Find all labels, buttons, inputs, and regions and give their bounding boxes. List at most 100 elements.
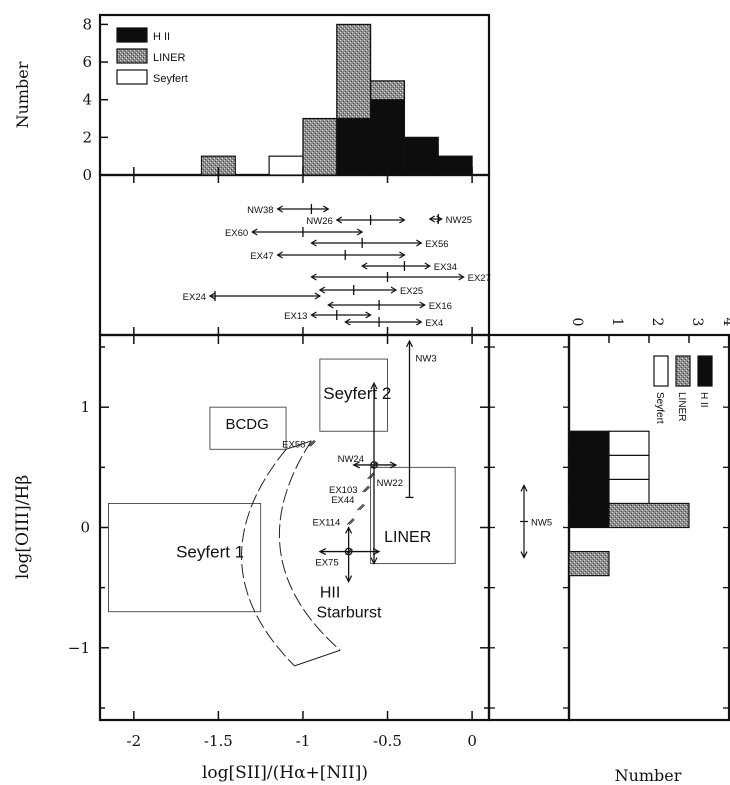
top-bar-h-ii-4 xyxy=(336,117,372,176)
starburst-band-inner xyxy=(278,440,341,651)
region-label-liner: LINER xyxy=(384,529,431,546)
range-arrow-right xyxy=(356,228,364,236)
right-legend-label: Seyfert xyxy=(654,392,665,424)
point-label-ex75: EX75 xyxy=(315,558,338,569)
range-arrow-left xyxy=(276,251,283,259)
range-arrow-left xyxy=(318,286,326,294)
right-legend-swatch xyxy=(675,355,691,387)
range-arrow-right xyxy=(314,292,322,300)
top-ytick-label: 6 xyxy=(82,53,92,71)
top-ytick-label: 4 xyxy=(82,91,92,109)
range-arrow-left xyxy=(310,239,317,247)
top-bar-liner-5 xyxy=(370,80,406,101)
right-xtick-label: 1 xyxy=(609,318,625,327)
error-bar-arrow xyxy=(352,461,360,469)
point-label-ex103: EX103 xyxy=(329,485,358,496)
starburst-band-cap xyxy=(285,440,312,450)
point-marker-ex103 xyxy=(362,485,370,493)
error-bar-arrow xyxy=(372,548,381,556)
top-ytick-label: 8 xyxy=(82,15,92,33)
range-arrow-right xyxy=(390,286,398,294)
error-bar-arrow xyxy=(370,381,378,390)
error-bar-arrow xyxy=(345,526,353,534)
range-arrow-left xyxy=(327,301,334,309)
range-arrow-left xyxy=(360,262,368,270)
region-label-seyfert-2: Seyfert 2 xyxy=(323,384,391,403)
starburst-band-outer xyxy=(241,448,295,667)
range-label-ex60: EX60 xyxy=(225,228,248,239)
band-label-hii: HII xyxy=(320,584,340,601)
top-legend-label: LINER xyxy=(153,52,185,64)
range-arrow-left xyxy=(344,318,351,326)
right-bar-h-ii-3 xyxy=(568,478,610,505)
range-arrow-right xyxy=(399,216,406,224)
top-bar-h-ii-7 xyxy=(437,155,473,176)
right-bar-h-ii-5 xyxy=(568,430,610,456)
right-legend-swatch xyxy=(697,355,713,387)
range-arrow-down xyxy=(520,551,528,559)
range-label-ex56: EX56 xyxy=(425,239,448,250)
error-bar-arrow xyxy=(345,575,353,583)
right-xtick-label: 3 xyxy=(689,318,705,327)
point-marker-ex44 xyxy=(357,503,365,511)
range-label-ex13: EX13 xyxy=(284,311,307,322)
main-ytick-label: 1 xyxy=(80,398,90,416)
right-xtick-label: 0 xyxy=(569,318,585,327)
range-arrow-left xyxy=(335,216,343,224)
top-bar-seyfert-2 xyxy=(268,155,304,176)
point-label-ex58: EX58 xyxy=(282,439,305,450)
right-bar-h-ii-2 xyxy=(568,502,610,529)
point-marker-ex114 xyxy=(346,518,355,525)
main-xtick-label: -0.5 xyxy=(373,732,402,750)
range-arrow-left xyxy=(276,205,283,213)
right-xtick-label: 2 xyxy=(649,318,665,327)
region-label-bcdg: BCDG xyxy=(225,416,268,433)
region-box-bcdg xyxy=(209,406,287,450)
range-label-nw5: NW5 xyxy=(531,517,552,528)
range-label-ex25: EX25 xyxy=(400,286,423,297)
range-arrow-left xyxy=(310,311,317,319)
range-arrow-right xyxy=(365,311,372,319)
main-ytick-label: 0 xyxy=(80,519,90,537)
right-legend-label: LINER xyxy=(676,392,687,421)
region-box-seyfert-2 xyxy=(319,358,388,432)
right-legend-swatch xyxy=(653,355,669,387)
right-bar-liner-2 xyxy=(608,502,690,529)
point-marker-nw22 xyxy=(367,472,375,480)
top-ytick-label: 2 xyxy=(82,128,92,146)
right-range-frame xyxy=(487,333,571,722)
range-arrow-right xyxy=(424,262,431,270)
top-legend-swatch xyxy=(116,48,148,64)
range-label-nw26: NW26 xyxy=(306,216,332,227)
y-axis-label: log[OIII]/Hβ xyxy=(13,475,33,579)
top-ytick-label: 0 xyxy=(82,166,92,184)
range-arrow-left xyxy=(310,273,317,281)
range-arrow-right xyxy=(416,239,423,247)
error-bar-arrow xyxy=(405,339,414,348)
range-label-ex34: EX34 xyxy=(434,262,457,273)
top-legend-label: Seyfert xyxy=(153,73,188,85)
range-label-ex16: EX16 xyxy=(429,301,452,312)
point-marker-ex75 xyxy=(345,548,353,555)
range-arrow-right xyxy=(323,205,330,213)
right-bar-seyfert-4 xyxy=(608,454,650,480)
range-arrow-left xyxy=(251,228,258,236)
range-arrow-right xyxy=(458,273,465,281)
top-bar-liner-4 xyxy=(336,23,372,120)
main-xtick-label: -1.5 xyxy=(204,732,233,750)
region-box-seyfert-1 xyxy=(108,502,262,613)
top-legend-swatch xyxy=(116,69,148,85)
point-label-ex114: EX114 xyxy=(312,517,340,528)
point-marker-ex58 xyxy=(308,439,316,447)
range-arrow-left xyxy=(208,292,216,300)
right-bar-h-ii-4 xyxy=(568,454,610,480)
point-label-nw24: NW24 xyxy=(338,454,364,465)
range-label-ex47: EX47 xyxy=(250,251,273,262)
top-legend-label: H II xyxy=(153,31,170,43)
x-axis-label: log[SII]/(Hα+[NII]) xyxy=(202,763,368,783)
range-label-ex24: EX24 xyxy=(183,292,206,303)
region-box-liner xyxy=(370,466,456,565)
point-label-ex44: EX44 xyxy=(331,495,354,506)
top-histogram-ylabel: Number xyxy=(13,61,32,128)
